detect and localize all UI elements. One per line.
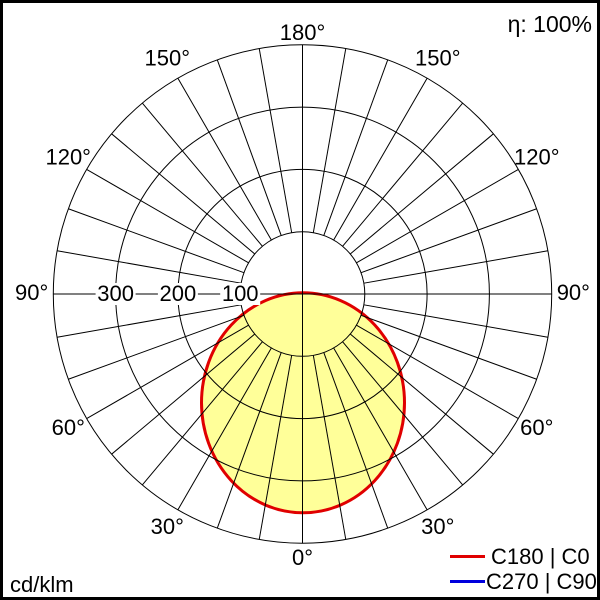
svg-text:cd/klm: cd/klm [10, 572, 74, 597]
svg-text:60°: 60° [52, 415, 85, 440]
svg-text:60°: 60° [520, 415, 553, 440]
svg-text:90°: 90° [15, 280, 48, 305]
svg-text:90°: 90° [557, 280, 590, 305]
svg-text:120°: 120° [45, 144, 91, 169]
svg-text:200: 200 [160, 281, 197, 306]
svg-text:C270 | C90: C270 | C90 [486, 569, 597, 594]
svg-text:120°: 120° [514, 144, 560, 169]
svg-text:150°: 150° [144, 45, 190, 70]
svg-text:150°: 150° [415, 45, 461, 70]
svg-text:C180 | C0: C180 | C0 [491, 544, 590, 569]
svg-text:300: 300 [97, 281, 134, 306]
svg-text:30°: 30° [151, 514, 184, 539]
svg-text:180°: 180° [280, 20, 326, 45]
svg-text:30°: 30° [421, 514, 454, 539]
svg-text:η: 100%: η: 100% [508, 11, 592, 37]
svg-text:100: 100 [222, 281, 259, 306]
svg-text:0°: 0° [292, 545, 313, 570]
